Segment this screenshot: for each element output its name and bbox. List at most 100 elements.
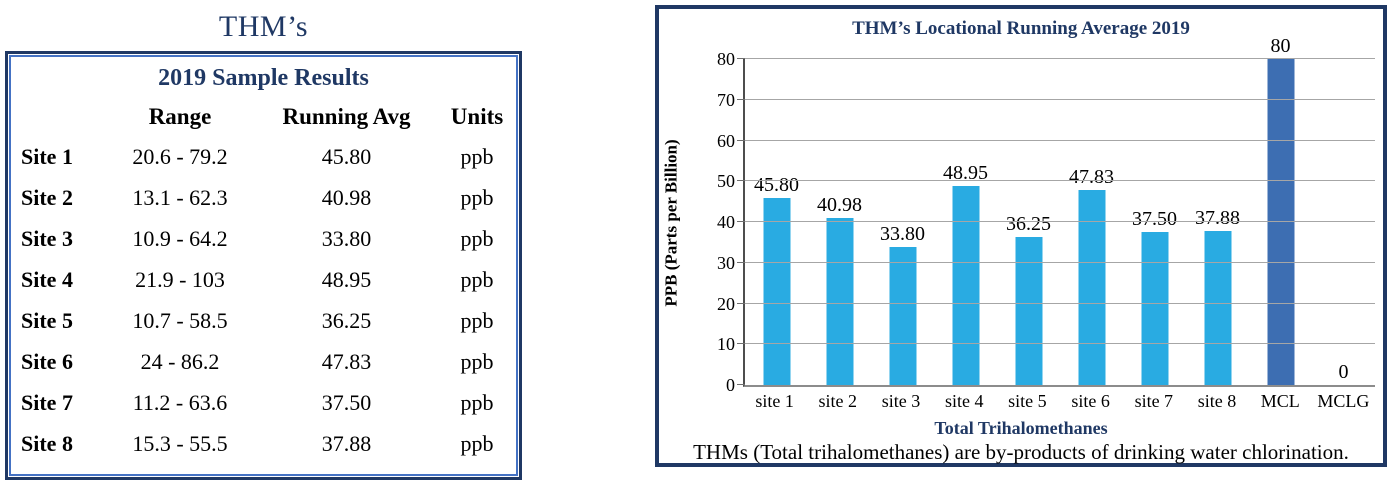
bar-value-label: 37.50 xyxy=(1132,208,1177,231)
table-row: Site 1 20.6 - 79.2 45.80 ppb xyxy=(11,136,516,177)
units-value: ppb xyxy=(460,430,494,456)
bar-value-label: 37.88 xyxy=(1195,206,1240,229)
units-column-header: Units xyxy=(450,104,504,129)
x-tick-label: site 7 xyxy=(1134,391,1174,411)
y-tick-mark xyxy=(737,98,745,100)
bar-value-label: 45.80 xyxy=(754,174,799,197)
y-tick-label: 20 xyxy=(717,293,735,314)
sample-results-table: 2019 Sample Results Range Running Avg Un… xyxy=(5,51,522,480)
y-tick-label: 40 xyxy=(717,212,735,232)
x-tick-label: site 5 xyxy=(1008,391,1047,411)
site-label: Site 5 xyxy=(21,307,73,333)
bar-slot-mcl: 80 xyxy=(1249,36,1312,385)
bars-row: 45.80 40.98 33.80 48.95 36.25 47.83 37.50 37.88… xyxy=(745,36,1375,385)
table-row: Site 6 24 - 86.2 47.83 ppb xyxy=(11,341,516,382)
table-row: Site 7 11.2 - 63.6 37.50 ppb xyxy=(11,382,516,423)
site-label: Site 2 xyxy=(21,184,73,210)
sample-results-panel: THM’s 2019 Sample Results Range Running … xyxy=(5,10,522,480)
y-tick-label: 10 xyxy=(717,334,735,355)
running-avg-value: 40.98 xyxy=(321,184,372,210)
y-tick-label: 0 xyxy=(726,375,735,395)
bar-slot-site-7: 37.50 xyxy=(1123,59,1186,385)
units-value: ppb xyxy=(460,266,494,292)
bar-site-5 xyxy=(1015,237,1042,385)
y-tick-label: 80 xyxy=(717,49,735,69)
range-value: 21.9 - 103 xyxy=(135,266,225,292)
y-tick-label: 50 xyxy=(717,171,735,192)
units-value: ppb xyxy=(460,307,494,333)
x-tick-label: site 1 xyxy=(755,391,794,411)
y-tick-mark xyxy=(737,139,745,141)
gridline xyxy=(745,261,1375,263)
bar-slot-site-2: 40.98 xyxy=(808,59,871,385)
bar-slot-site-6: 47.83 xyxy=(1060,59,1123,385)
y-tick-mark xyxy=(737,58,745,59)
site-label: Site 8 xyxy=(21,430,73,456)
range-column-header: Range xyxy=(148,104,212,129)
site-label: Site 6 xyxy=(21,348,73,374)
bar-site-7 xyxy=(1141,232,1168,385)
bar-site-2 xyxy=(826,218,853,385)
gridline xyxy=(745,58,1375,59)
units-value: ppb xyxy=(460,225,494,251)
bar-site-3 xyxy=(889,247,916,385)
chart-title: THM’s Locational Running Average 2019 xyxy=(852,18,1190,39)
units-value: ppb xyxy=(460,184,494,210)
bar-value-label: 0 xyxy=(1338,361,1349,383)
running-avg-value: 37.50 xyxy=(321,389,372,415)
table-title: THM’s xyxy=(218,10,309,43)
site-label: Site 7 xyxy=(21,389,73,415)
running-avg-value: 48.95 xyxy=(321,266,372,292)
plot-area: 45.80 40.98 33.80 48.95 36.25 47.83 37.50 37.88… xyxy=(717,36,1375,395)
bar-site-1 xyxy=(763,198,790,385)
site-label: Site 1 xyxy=(21,143,73,169)
y-tick-mark xyxy=(737,343,745,345)
sample-table-body: Site 1 20.6 - 79.2 45.80 ppb Site 2 13.1 - 62… xyxy=(11,136,516,464)
y-tick-label: 30 xyxy=(717,252,735,273)
range-value: 15.3 - 55.5 xyxy=(132,430,228,456)
running-avg-column-header: Running Avg xyxy=(282,104,411,129)
bar-value-label: 48.95 xyxy=(943,161,988,184)
running-avg-value: 47.83 xyxy=(321,348,372,374)
units-value: ppb xyxy=(460,348,494,374)
y-tick-label: 60 xyxy=(717,130,735,151)
bar-value-label: 47.83 xyxy=(1069,166,1114,189)
y-tick-mark xyxy=(737,302,745,304)
gridline xyxy=(745,180,1375,182)
range-value: 11.2 - 63.6 xyxy=(132,389,228,415)
bar-slot-site-4: 48.95 xyxy=(934,59,997,385)
running-avg-value: 37.88 xyxy=(321,430,372,456)
x-tick-label: site 6 xyxy=(1071,391,1110,411)
table-subtitle: 2019 Sample Results xyxy=(158,65,369,91)
range-value: 10.9 - 64.2 xyxy=(132,225,228,251)
x-tick-label: MCLG xyxy=(1317,391,1370,411)
table-row: Site 2 13.1 - 62.3 40.98 ppb xyxy=(11,177,516,218)
bar-value-label: 40.98 xyxy=(817,194,862,217)
y-tick-mark xyxy=(737,180,745,182)
x-labels-row: site 1 site 2 site 3 site 4 site 5 site 6 site… xyxy=(743,391,1375,412)
x-tick-label: site 8 xyxy=(1197,391,1237,411)
bar-slot-site-3: 33.80 xyxy=(871,59,934,385)
table-row: Site 8 15.3 - 55.5 37.88 ppb xyxy=(11,423,516,464)
y-tick-mark xyxy=(737,261,745,263)
bar-value-label: 33.80 xyxy=(880,223,925,246)
bar-site-8 xyxy=(1204,230,1231,385)
x-axis-title: Total Trihalomethanes xyxy=(934,418,1108,438)
table-row: Site 5 10.7 - 58.5 36.25 ppb xyxy=(11,300,516,341)
range-value: 10.7 - 58.5 xyxy=(132,307,228,333)
bar-value-label: 36.25 xyxy=(1006,213,1051,236)
x-tick-label: site 3 xyxy=(881,391,921,411)
x-tick-label: site 4 xyxy=(944,391,984,411)
gridline xyxy=(745,98,1375,100)
site-label: Site 3 xyxy=(21,225,73,251)
running-avg-value: 33.80 xyxy=(321,225,372,251)
table-header-row: Range Running Avg Units xyxy=(11,98,516,136)
y-tick-label: 70 xyxy=(717,89,735,110)
running-avg-value: 36.25 xyxy=(321,307,372,333)
bar-slot-site-1: 45.80 xyxy=(745,59,808,385)
x-tick-label: site 2 xyxy=(818,391,858,411)
table-row: Site 4 21.9 - 103 48.95 ppb xyxy=(11,259,516,300)
units-value: ppb xyxy=(460,389,494,415)
gridline xyxy=(745,139,1375,141)
y-axis-title: PPB (Parts per Billion) xyxy=(662,139,681,307)
